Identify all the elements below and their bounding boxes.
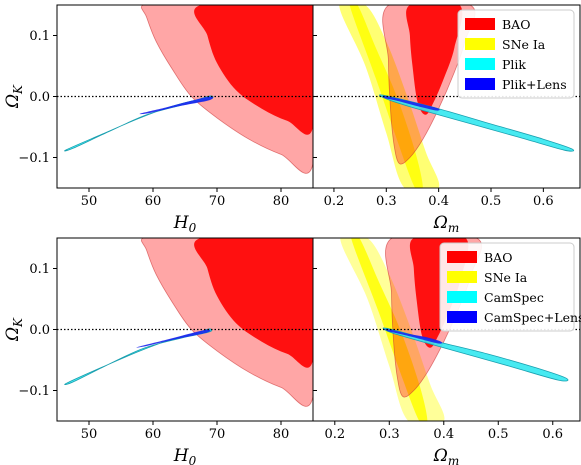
x-tick-label: 0.5 [481, 194, 502, 209]
x-tick-label: 60 [145, 427, 162, 442]
panel-top-2: 0.2 0.3 0.4 0.5 0.6 Ωm [312, 4, 581, 235]
chart-row-bottom: 50 60 70 80 −0.1 0.0 0.1 H0 ΩK 0.2 0.3 0.4 0.5 0.6 Ωm B… [3, 237, 581, 465]
x-tick-label: 0.4 [428, 194, 449, 209]
y-tick-label: 0.1 [29, 29, 50, 44]
chart-row-top: 50 60 70 80 −0.1 0.0 0.1 H0 ΩK 0.2 0.3 0.4 0.5 0.6 Ωm B… [3, 4, 581, 235]
x-tick-label: 0.5 [488, 427, 509, 442]
legend-label: CamSpec [484, 290, 544, 305]
plot-area [64, 238, 313, 407]
x-tick-label: 0.6 [533, 194, 554, 209]
legend-frame [439, 242, 575, 332]
x-tick-label: 50 [81, 194, 98, 209]
cmb-lens-contour [382, 95, 440, 111]
legend-label: SNe Ia [484, 270, 528, 285]
x-tick-label: 50 [81, 427, 98, 442]
x-tick-label: 80 [273, 194, 290, 209]
legend-swatch [465, 58, 495, 70]
x-axis-label: H0 [173, 446, 197, 465]
x-axis-label: H0 [173, 213, 197, 235]
legend-label: Plik [502, 57, 526, 72]
y-tick-label: −0.1 [18, 151, 50, 166]
cmb-lens-contour [139, 96, 214, 115]
y-tick-label: 0.0 [29, 323, 50, 338]
legend-swatch [447, 271, 477, 283]
cmb-contour [64, 328, 213, 386]
y-tick-label: −0.1 [18, 384, 50, 399]
legend-label: Plik+Lens [502, 77, 567, 92]
legend-label: BAO [484, 250, 512, 265]
x-tick-label: 0.2 [324, 427, 345, 442]
legend-swatch [447, 251, 477, 263]
x-tick-label: 0.2 [324, 194, 345, 209]
bao-contour-inner [194, 238, 313, 368]
legend-frame [457, 9, 575, 99]
legend-swatch [465, 38, 495, 50]
legend-swatch [465, 18, 495, 30]
cmb-contour [64, 95, 214, 152]
bao-contour-inner [194, 5, 313, 135]
cmb-contour [379, 94, 575, 152]
legend-label: SNe Ia [502, 37, 546, 52]
x-tick-label: 0.4 [433, 427, 454, 442]
x-tick-label: 70 [209, 427, 226, 442]
x-tick-label: 70 [209, 194, 226, 209]
cmb-lens-contour [385, 328, 443, 344]
legend-swatch [447, 291, 477, 303]
x-tick-label: 80 [273, 427, 290, 442]
plot-area [64, 5, 313, 174]
y-axis-label: ΩK [3, 84, 25, 109]
y-tick-label: 0.0 [29, 90, 50, 105]
y-axis-label: ΩK [3, 317, 25, 342]
legend: BAO SNe Ia Plik Plik+Lens [457, 9, 575, 99]
legend: BAO SNe Ia CamSpec CamSpec+Lens [439, 242, 581, 332]
x-axis-label: Ωm [433, 213, 460, 235]
x-tick-label: 60 [145, 194, 162, 209]
x-tick-label: 0.6 [542, 427, 563, 442]
panel-top-1: 50 60 70 80 −0.1 0.0 0.1 H0 ΩK [3, 4, 314, 235]
panel-bottom-1: 50 60 70 80 −0.1 0.0 0.1 H0 ΩK [3, 237, 314, 465]
y-tick-label: 0.1 [29, 262, 50, 277]
x-tick-label: 0.3 [379, 427, 400, 442]
legend-swatch [447, 311, 477, 323]
legend-label: BAO [502, 17, 530, 32]
legend-swatch [465, 78, 495, 90]
x-tick-label: 0.3 [376, 194, 397, 209]
legend-label: CamSpec+Lens [484, 310, 581, 325]
x-axis-label: Ωm [433, 446, 460, 465]
bao-contour-inner [406, 5, 463, 115]
plot-area [339, 5, 575, 188]
cmb-lens-contour [136, 329, 211, 348]
